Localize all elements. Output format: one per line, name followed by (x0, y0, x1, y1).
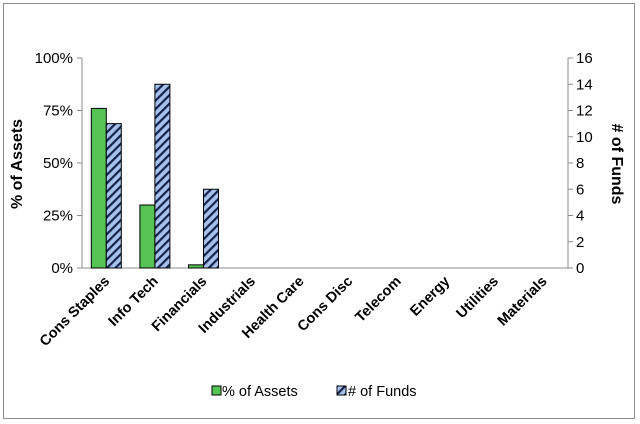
x-category-label: Telecom (353, 274, 405, 326)
y-right-tick-label: 0 (576, 260, 584, 277)
bar-num-funds (105, 123, 122, 269)
legend-label-assets: % of Assets (222, 384, 298, 400)
x-category-label: Energy (407, 274, 453, 320)
y-left-tick-label: 0% (51, 260, 73, 277)
bar-pct-assets (188, 264, 204, 269)
y-right-tick-label: 14 (576, 76, 593, 93)
y-right-tick-label: 8 (576, 155, 584, 172)
legend-swatch-assets (211, 385, 222, 396)
y-right-tick-label: 4 (576, 208, 584, 225)
y-right-tick-label: 12 (576, 103, 593, 120)
y-left-tick-label: 75% (43, 103, 73, 120)
bar-pct-assets (90, 107, 107, 269)
legend: % of Assets # of Funds (211, 384, 417, 400)
bar-num-funds (154, 83, 171, 269)
x-category-label: Materials (495, 274, 551, 330)
y-right-tick-label: 2 (576, 234, 584, 251)
plot-area: 0% 25% 50% 75% 100% 0 2 4 6 8 10 12 14 16 Cons Staples… (35, 50, 593, 350)
y-right-axis-title: # of Funds (608, 124, 625, 205)
legend-label-funds: # of Funds (348, 384, 417, 400)
y-right-tick-label: 10 (576, 129, 593, 146)
x-category-label: Utilities (454, 274, 502, 322)
x-category-label: Cons Staples (37, 274, 113, 350)
y-left-axis-title: % of Assets (9, 119, 26, 209)
y-right-tick-label: 6 (576, 181, 584, 198)
y-left-tick-label: 25% (43, 208, 73, 225)
bar-num-funds (203, 188, 219, 269)
y-right-tick-label: 16 (576, 50, 593, 67)
y-left-tick-label: 100% (35, 50, 73, 67)
y-left-tick-label: 50% (43, 155, 73, 172)
bar-pct-assets (139, 204, 156, 269)
legend-swatch-funds (336, 385, 347, 396)
